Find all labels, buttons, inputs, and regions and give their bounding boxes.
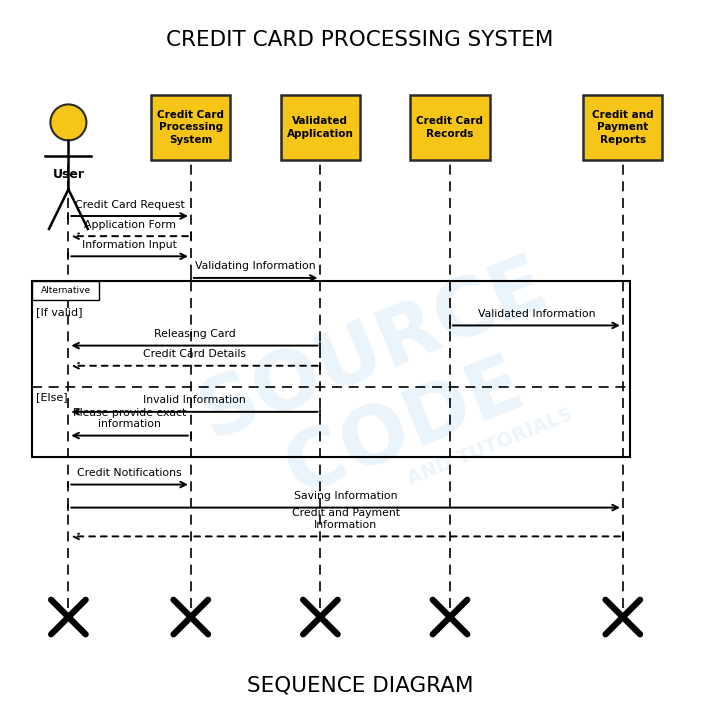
Bar — [32, 281, 630, 457]
Text: AND TUTORIALS: AND TUTORIALS — [404, 405, 575, 488]
Text: Validating Information: Validating Information — [195, 261, 316, 271]
Bar — [151, 95, 230, 160]
Bar — [281, 95, 360, 160]
Text: Releasing Card: Releasing Card — [153, 329, 235, 339]
Bar — [410, 95, 490, 160]
Text: SEQUENCE DIAGRAM: SEQUENCE DIAGRAM — [247, 675, 473, 696]
Text: Validated
Application: Validated Application — [287, 116, 354, 139]
Text: Credit and
Payment
Reports: Credit and Payment Reports — [592, 110, 654, 145]
Text: Credit Card
Processing
System: Credit Card Processing System — [157, 110, 225, 145]
Text: [Else]: [Else] — [36, 392, 68, 402]
Text: Credit and Payment
Information: Credit and Payment Information — [292, 508, 400, 530]
Text: Credit Notifications: Credit Notifications — [77, 468, 182, 478]
Text: Application Form: Application Form — [84, 220, 176, 230]
Text: Credit Card
Records: Credit Card Records — [416, 116, 484, 139]
Bar — [583, 95, 662, 160]
Text: Alternative: Alternative — [41, 286, 91, 295]
Text: SOURCE
CODE: SOURCE CODE — [188, 245, 590, 533]
Text: CREDIT CARD PROCESSING SYSTEM: CREDIT CARD PROCESSING SYSTEM — [166, 30, 554, 50]
Text: [If valid]: [If valid] — [36, 307, 83, 317]
Text: Information Input: Information Input — [82, 240, 177, 250]
Text: Validated Information: Validated Information — [477, 309, 595, 319]
Text: Invalid Information: Invalid Information — [143, 395, 246, 405]
Text: Credit Card Details: Credit Card Details — [143, 349, 246, 359]
Bar — [32, 281, 99, 300]
Text: Please provide exact
information: Please provide exact information — [73, 408, 186, 429]
Circle shape — [50, 104, 86, 140]
Text: User: User — [53, 168, 84, 181]
Text: Saving Information: Saving Information — [294, 491, 397, 501]
Text: Credit Card Request: Credit Card Request — [75, 199, 184, 210]
